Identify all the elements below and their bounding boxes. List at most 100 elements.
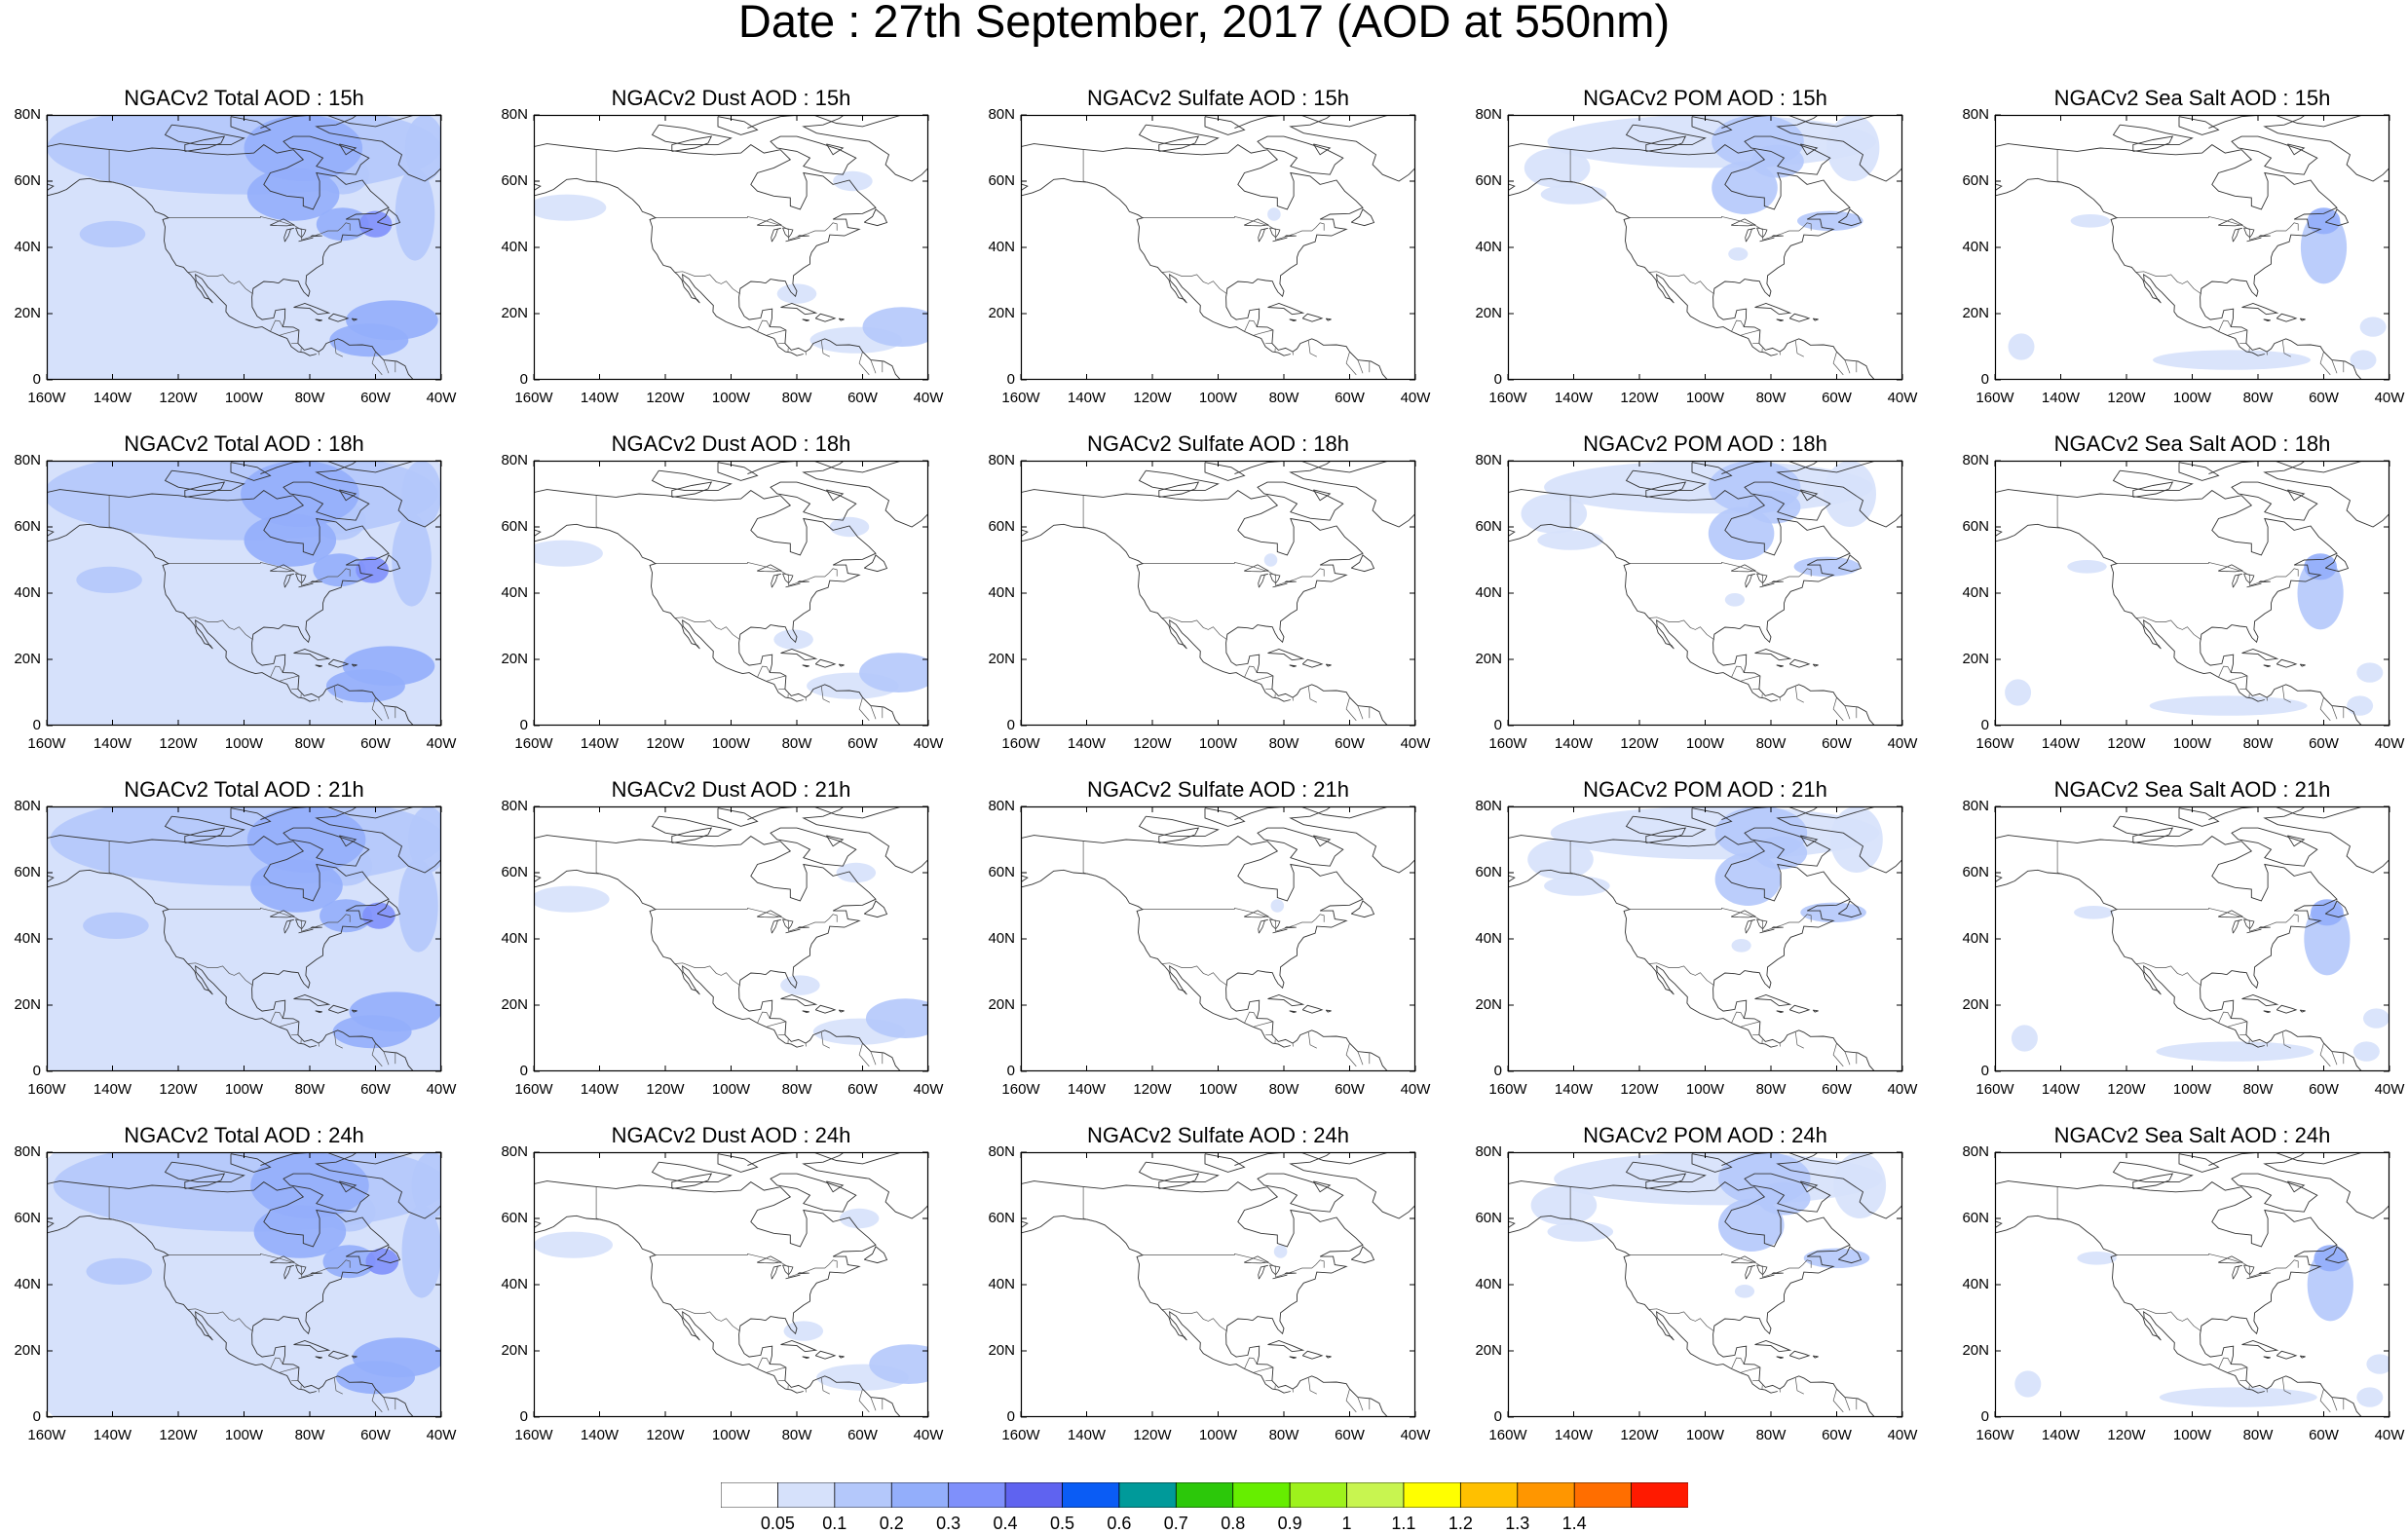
lon-tick-label: 60W bbox=[1808, 1081, 1866, 1098]
lon-tick-label: 100W bbox=[1189, 1081, 1248, 1098]
aod-region bbox=[1732, 939, 1751, 953]
lon-tick-label: 80W bbox=[768, 735, 826, 752]
panel-title: NGACv2 Sulfate AOD : 21h bbox=[1021, 777, 1415, 803]
lon-tick-label: 120W bbox=[636, 1081, 695, 1098]
aod-region bbox=[83, 913, 149, 939]
lat-tick-label: 0 bbox=[1944, 717, 1989, 733]
lon-tick-label: 60W bbox=[347, 1427, 405, 1443]
lat-tick-label: 60N bbox=[1457, 1210, 1502, 1226]
lon-tick-label: 80W bbox=[768, 390, 826, 406]
lat-tick-label: 40N bbox=[0, 239, 41, 255]
lon-tick-label: 80W bbox=[2229, 735, 2287, 752]
lat-tick-label: 60N bbox=[970, 518, 1015, 535]
lon-tick-label: 60W bbox=[2295, 1081, 2353, 1098]
colorbar-swatch bbox=[1119, 1482, 1177, 1508]
panel-title: NGACv2 Sea Salt AOD : 18h bbox=[1995, 431, 2389, 457]
lat-tick-label: 80N bbox=[970, 106, 1015, 123]
lon-tick-label: 140W bbox=[571, 1427, 629, 1443]
lat-tick-label: 40N bbox=[0, 584, 41, 601]
aod-region bbox=[2356, 1387, 2383, 1406]
colorbar-swatch bbox=[1518, 1482, 1575, 1508]
aod-region bbox=[412, 1152, 452, 1218]
aod-region bbox=[527, 195, 606, 221]
lat-tick-label: 20N bbox=[970, 651, 1015, 667]
lon-tick-label: 140W bbox=[571, 1081, 629, 1098]
lon-tick-label: 160W bbox=[1966, 390, 2024, 406]
aod-map bbox=[534, 115, 928, 380]
lon-tick-label: 60W bbox=[1321, 1081, 1379, 1098]
lat-tick-label: 80N bbox=[1457, 106, 1502, 123]
lat-tick-label: 60N bbox=[483, 172, 528, 189]
lon-tick-label: 120W bbox=[1123, 1081, 1182, 1098]
lon-tick-label: 40W bbox=[1386, 1427, 1445, 1443]
lat-tick-label: 0 bbox=[0, 1063, 41, 1079]
aod-region bbox=[1725, 593, 1745, 607]
lat-tick-label: 20N bbox=[1457, 996, 1502, 1013]
lat-tick-label: 60N bbox=[0, 172, 41, 189]
lat-tick-label: 20N bbox=[970, 305, 1015, 321]
lat-tick-label: 80N bbox=[483, 106, 528, 123]
lon-tick-label: 100W bbox=[215, 390, 274, 406]
lon-tick-label: 60W bbox=[1321, 1427, 1379, 1443]
aod-region bbox=[1748, 491, 1800, 524]
aod-region bbox=[395, 168, 435, 260]
aod-region bbox=[2360, 317, 2387, 336]
aod-region bbox=[2304, 553, 2337, 580]
aod-region bbox=[1728, 247, 1748, 261]
lon-tick-label: 80W bbox=[1742, 735, 1800, 752]
aod-map bbox=[534, 461, 928, 726]
lat-tick-label: 0 bbox=[483, 1063, 528, 1079]
aod-region bbox=[87, 1258, 153, 1285]
lon-tick-label: 80W bbox=[1255, 735, 1313, 752]
colorbar-swatch bbox=[1347, 1482, 1405, 1508]
lat-tick-label: 60N bbox=[970, 172, 1015, 189]
lon-tick-label: 100W bbox=[2163, 1427, 2222, 1443]
lon-tick-label: 140W bbox=[84, 1081, 142, 1098]
aod-region bbox=[405, 115, 445, 181]
lon-tick-label: 40W bbox=[899, 1427, 958, 1443]
colorbar-swatch bbox=[835, 1482, 892, 1508]
aod-map bbox=[1995, 461, 2389, 726]
lon-tick-label: 140W bbox=[1545, 735, 1603, 752]
aod-region bbox=[2347, 695, 2373, 715]
lat-tick-label: 20N bbox=[1944, 651, 1989, 667]
lat-tick-label: 40N bbox=[483, 1276, 528, 1292]
lat-tick-label: 20N bbox=[970, 996, 1015, 1013]
lon-tick-label: 140W bbox=[1058, 1081, 1116, 1098]
lon-tick-label: 80W bbox=[1255, 1081, 1313, 1098]
panel-title: NGACv2 Sulfate AOD : 18h bbox=[1021, 431, 1415, 457]
aod-region bbox=[2153, 350, 2311, 369]
lon-tick-label: 80W bbox=[281, 390, 339, 406]
aod-region bbox=[1735, 1285, 1754, 1298]
aod-region bbox=[402, 461, 442, 527]
lat-tick-label: 80N bbox=[0, 1143, 41, 1160]
aod-region bbox=[80, 221, 146, 247]
lat-tick-label: 60N bbox=[0, 1210, 41, 1226]
aod-region bbox=[2156, 1041, 2314, 1061]
aod-map bbox=[1508, 1152, 1902, 1417]
aod-region bbox=[76, 567, 142, 593]
panel-title: NGACv2 Sea Salt AOD : 24h bbox=[1995, 1123, 2389, 1148]
lon-tick-label: 60W bbox=[834, 390, 892, 406]
colorbar-swatch bbox=[721, 1482, 778, 1508]
lon-tick-label: 100W bbox=[2163, 390, 2222, 406]
lat-tick-label: 20N bbox=[1944, 996, 1989, 1013]
lon-tick-label: 40W bbox=[2360, 735, 2408, 752]
lat-tick-label: 20N bbox=[0, 305, 41, 321]
aod-region bbox=[1824, 461, 1876, 527]
lat-tick-label: 80N bbox=[970, 452, 1015, 468]
colorbar-swatch bbox=[1404, 1482, 1461, 1508]
lat-tick-label: 80N bbox=[483, 798, 528, 814]
lat-tick-label: 40N bbox=[970, 930, 1015, 947]
lon-tick-label: 60W bbox=[347, 390, 405, 406]
lat-tick-label: 60N bbox=[0, 864, 41, 880]
lon-tick-label: 100W bbox=[702, 735, 761, 752]
lon-tick-label: 80W bbox=[1255, 1427, 1313, 1443]
lon-tick-label: 160W bbox=[505, 390, 563, 406]
lat-tick-label: 80N bbox=[970, 798, 1015, 814]
